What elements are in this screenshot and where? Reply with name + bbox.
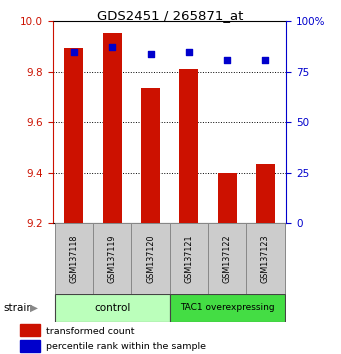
Bar xyxy=(246,223,284,294)
Text: percentile rank within the sample: percentile rank within the sample xyxy=(46,342,206,352)
Bar xyxy=(179,69,198,223)
Point xyxy=(186,48,192,54)
Text: transformed count: transformed count xyxy=(46,326,135,336)
Bar xyxy=(208,223,246,294)
Bar xyxy=(141,88,160,223)
Text: strain: strain xyxy=(3,303,33,313)
Text: GSM137118: GSM137118 xyxy=(70,234,78,282)
Bar xyxy=(170,223,208,294)
Bar xyxy=(55,223,93,294)
Bar xyxy=(64,48,84,223)
Point xyxy=(224,57,230,62)
Bar xyxy=(131,223,170,294)
Point xyxy=(71,48,77,54)
Bar xyxy=(170,294,284,322)
Bar xyxy=(218,173,237,223)
Text: ▶: ▶ xyxy=(30,303,38,313)
Point xyxy=(148,51,153,56)
Bar xyxy=(20,340,40,353)
Text: GSM137122: GSM137122 xyxy=(223,234,232,283)
Bar xyxy=(103,33,122,223)
Point xyxy=(263,57,268,62)
Text: GSM137119: GSM137119 xyxy=(108,234,117,283)
Text: GSM137121: GSM137121 xyxy=(184,234,193,283)
Text: GSM137123: GSM137123 xyxy=(261,234,270,283)
Text: TAC1 overexpressing: TAC1 overexpressing xyxy=(180,303,275,313)
Bar xyxy=(20,324,40,336)
Text: GDS2451 / 265871_at: GDS2451 / 265871_at xyxy=(97,9,244,22)
Bar xyxy=(55,294,170,322)
Text: GSM137120: GSM137120 xyxy=(146,234,155,283)
Text: control: control xyxy=(94,303,130,313)
Point xyxy=(109,45,115,50)
Bar xyxy=(256,164,275,223)
Bar xyxy=(93,223,131,294)
